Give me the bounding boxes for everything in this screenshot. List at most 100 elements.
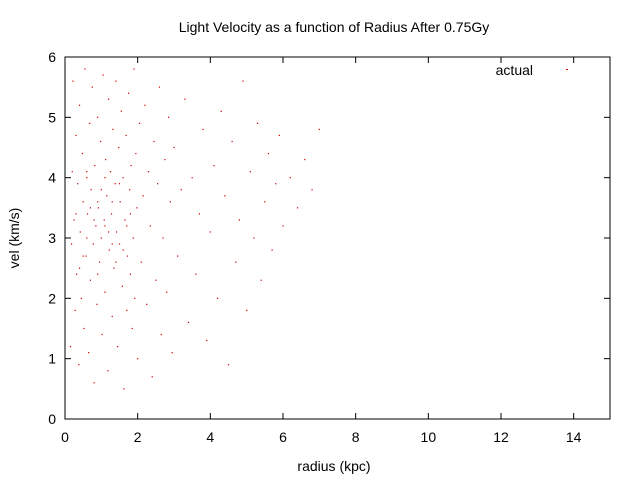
data-point — [126, 255, 129, 257]
data-point — [129, 213, 131, 215]
data-point — [81, 152, 84, 155]
data-point — [202, 128, 204, 130]
data-point — [86, 213, 89, 215]
data-point — [235, 261, 237, 263]
data-point — [271, 249, 273, 251]
data-point — [164, 158, 166, 161]
data-point — [106, 195, 108, 197]
data-point — [220, 110, 222, 112]
data-point — [267, 152, 270, 155]
data-point — [318, 128, 320, 130]
chart-title: Light Velocity as a function of Radius A… — [179, 19, 490, 35]
data-point — [110, 213, 113, 215]
data-point — [147, 171, 150, 173]
plot-frame — [64, 56, 611, 420]
data-point — [76, 273, 78, 275]
data-point — [111, 243, 113, 245]
x-tick-label: 6 — [279, 429, 287, 445]
data-point — [78, 364, 80, 366]
data-point — [264, 201, 266, 203]
data-point — [82, 255, 84, 257]
data-point — [97, 201, 99, 203]
data-point — [107, 370, 109, 372]
data-point — [124, 219, 126, 221]
data-point — [86, 177, 88, 179]
data-point — [119, 201, 121, 203]
data-point — [126, 309, 128, 311]
x-tick-label: 14 — [566, 429, 582, 445]
data-point — [85, 255, 87, 257]
data-point — [118, 146, 120, 149]
data-point — [112, 128, 114, 130]
y-tick-label: 3 — [48, 230, 56, 246]
data-point — [97, 273, 99, 275]
data-point — [177, 255, 179, 257]
data-point — [140, 261, 142, 263]
data-point — [102, 74, 104, 76]
x-tick-label: 2 — [134, 429, 142, 445]
data-point — [198, 213, 201, 215]
data-point — [275, 183, 277, 185]
data-point — [169, 201, 171, 203]
x-tick-label: 12 — [493, 429, 509, 445]
data-point — [118, 183, 121, 185]
data-point — [127, 92, 130, 94]
data-point — [146, 303, 148, 305]
data-point — [278, 134, 280, 137]
legend-marker — [566, 69, 568, 70]
data-point — [296, 207, 299, 209]
data-point — [70, 243, 73, 245]
data-point — [187, 321, 190, 324]
data-point — [162, 237, 164, 239]
data-point — [158, 86, 161, 88]
data-point — [71, 171, 73, 173]
data-point — [213, 165, 215, 167]
data-point — [155, 279, 157, 281]
data-point — [89, 279, 92, 281]
data-point — [97, 116, 99, 118]
y-axis-label: vel (km/s) — [6, 208, 22, 269]
data-point — [115, 80, 117, 82]
data-point — [206, 339, 208, 342]
data-point — [105, 158, 107, 161]
data-point — [75, 134, 77, 137]
data-point — [108, 249, 110, 251]
data-point — [260, 279, 262, 281]
data-point — [160, 333, 162, 336]
data-point — [114, 183, 116, 185]
data-point — [171, 352, 173, 354]
data-point — [69, 346, 72, 348]
data-point — [144, 104, 146, 106]
data-points — [69, 68, 320, 390]
data-point — [224, 195, 226, 197]
data-point — [253, 237, 255, 239]
data-point — [304, 158, 306, 161]
data-point — [96, 303, 98, 305]
data-point — [130, 165, 132, 167]
data-point — [122, 177, 124, 179]
data-point — [79, 231, 81, 233]
data-point — [191, 177, 193, 179]
data-point — [83, 327, 85, 330]
data-point — [249, 171, 251, 173]
data-point — [137, 358, 139, 360]
data-point — [97, 207, 100, 209]
data-point — [115, 231, 118, 233]
data-point — [246, 309, 248, 311]
legend-label: actual — [496, 62, 533, 78]
data-point — [75, 213, 77, 215]
data-point — [93, 382, 95, 384]
data-point — [289, 177, 291, 179]
data-point — [126, 225, 128, 227]
data-point — [157, 183, 159, 185]
data-point — [111, 315, 113, 318]
data-point — [86, 237, 88, 239]
data-point — [120, 110, 122, 112]
data-point — [180, 189, 182, 191]
data-point — [100, 189, 102, 191]
x-tick-label: 4 — [206, 429, 214, 445]
y-tick-label: 6 — [48, 49, 56, 65]
data-point — [115, 261, 117, 263]
data-point — [95, 225, 97, 227]
